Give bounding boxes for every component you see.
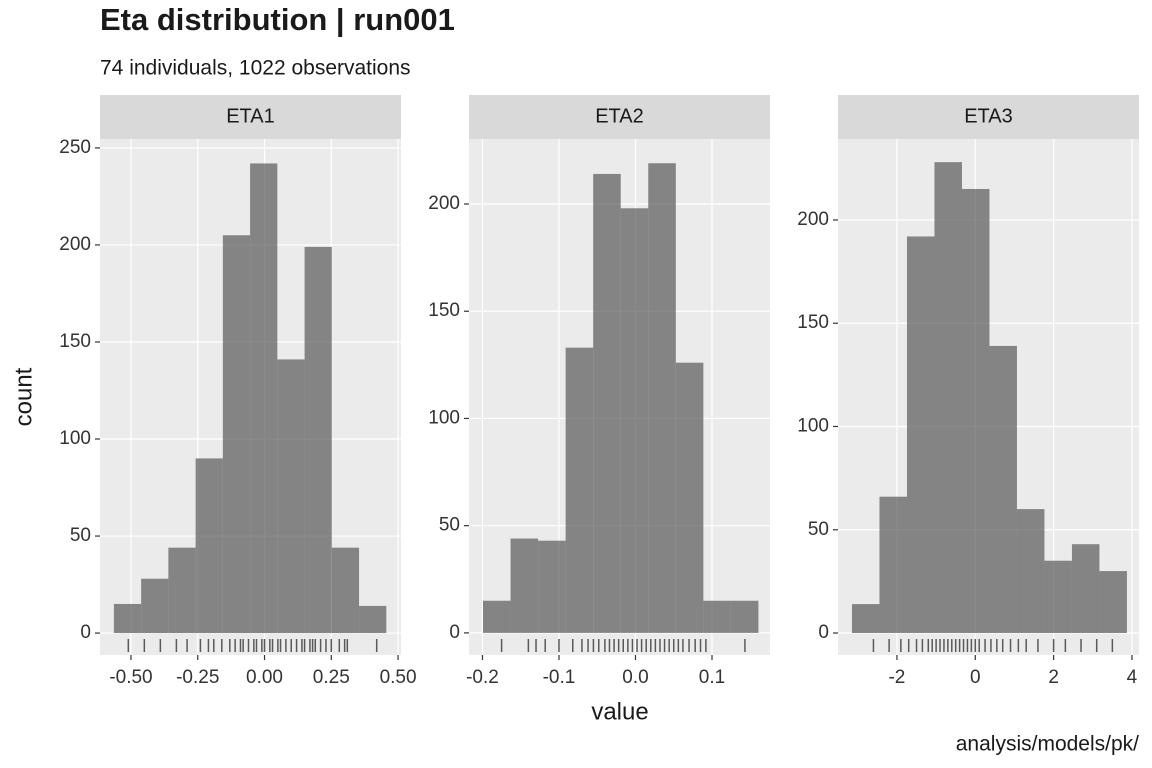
x-tick-label: 0.25 [313, 667, 350, 688]
histogram-bar [675, 362, 704, 633]
histogram-bar [250, 163, 278, 634]
x-axis-label: value [591, 698, 648, 725]
x-tick-label: -2 [888, 667, 905, 688]
histogram-bar [1099, 571, 1127, 634]
x-tick-label: 0.0 [622, 667, 648, 688]
histogram-bar [1044, 560, 1072, 634]
x-tick-label: -0.2 [466, 667, 499, 688]
y-tick-label: 0 [449, 622, 460, 643]
strip [838, 95, 1139, 139]
histogram-bar [593, 173, 621, 633]
x-tick-label: 2 [1048, 667, 1059, 688]
histogram-bar [483, 600, 511, 633]
histogram-bar [222, 235, 251, 634]
histogram-bar [934, 162, 962, 634]
histogram-bar [620, 208, 649, 633]
y-tick-label: 50 [439, 515, 460, 536]
histogram-bar [141, 578, 169, 634]
y-tick-label: 200 [59, 234, 91, 255]
y-axis-label: count [10, 367, 37, 426]
strip-label: ETA2 [595, 105, 644, 127]
y-tick-label: 0 [818, 622, 829, 643]
x-tick-label: 4 [1127, 667, 1138, 688]
histogram-bar [359, 605, 387, 634]
strip [100, 95, 401, 139]
y-tick-label: 250 [59, 137, 91, 158]
histogram-bar [1016, 509, 1045, 634]
chart-subtitle: 74 individuals, 1022 observations [100, 57, 411, 80]
strip [469, 95, 770, 139]
histogram-bar [510, 538, 539, 633]
x-tick-label: -0.25 [176, 667, 219, 688]
histogram-bar [961, 188, 990, 634]
y-tick-label: 200 [797, 209, 829, 230]
strip-label: ETA3 [964, 105, 1013, 127]
histogram-bar [730, 600, 759, 633]
x-tick-label: -0.1 [543, 667, 576, 688]
histogram-bar [277, 359, 305, 634]
y-tick-label: 50 [808, 519, 829, 540]
histogram-bar [879, 496, 907, 634]
caption: analysis/models/pk/ [956, 733, 1139, 756]
x-tick-label: 0.1 [699, 667, 725, 688]
y-tick-label: 150 [428, 300, 460, 321]
histogram-bar [648, 163, 676, 633]
histogram-bar [113, 603, 142, 634]
y-tick-label: 50 [70, 525, 91, 546]
y-tick-label: 100 [797, 415, 829, 436]
x-tick-label: 0.00 [246, 667, 283, 688]
x-tick-label: -0.50 [109, 667, 152, 688]
histogram-bar [851, 604, 880, 634]
histogram-bar [195, 458, 223, 634]
y-tick-label: 100 [428, 407, 460, 428]
x-tick-label: 0.50 [380, 667, 417, 688]
histogram-bar [1071, 544, 1100, 634]
strip-label: ETA1 [226, 105, 275, 127]
chart-title: Eta distribution | run001 [100, 2, 455, 37]
histogram-bar [989, 345, 1017, 634]
histogram-bar [304, 246, 332, 634]
y-tick-label: 0 [80, 622, 91, 643]
x-tick-label: 0 [970, 667, 981, 688]
histogram-bar [331, 547, 360, 634]
y-tick-label: 100 [59, 428, 91, 449]
y-tick-label: 200 [428, 193, 460, 214]
histogram-bar [906, 236, 935, 634]
y-tick-label: 150 [797, 312, 829, 333]
histogram-bar [168, 547, 196, 634]
histogram-bar [703, 600, 731, 633]
y-tick-label: 150 [59, 331, 91, 352]
histogram-bar [538, 540, 566, 633]
histogram-bar [565, 347, 594, 633]
